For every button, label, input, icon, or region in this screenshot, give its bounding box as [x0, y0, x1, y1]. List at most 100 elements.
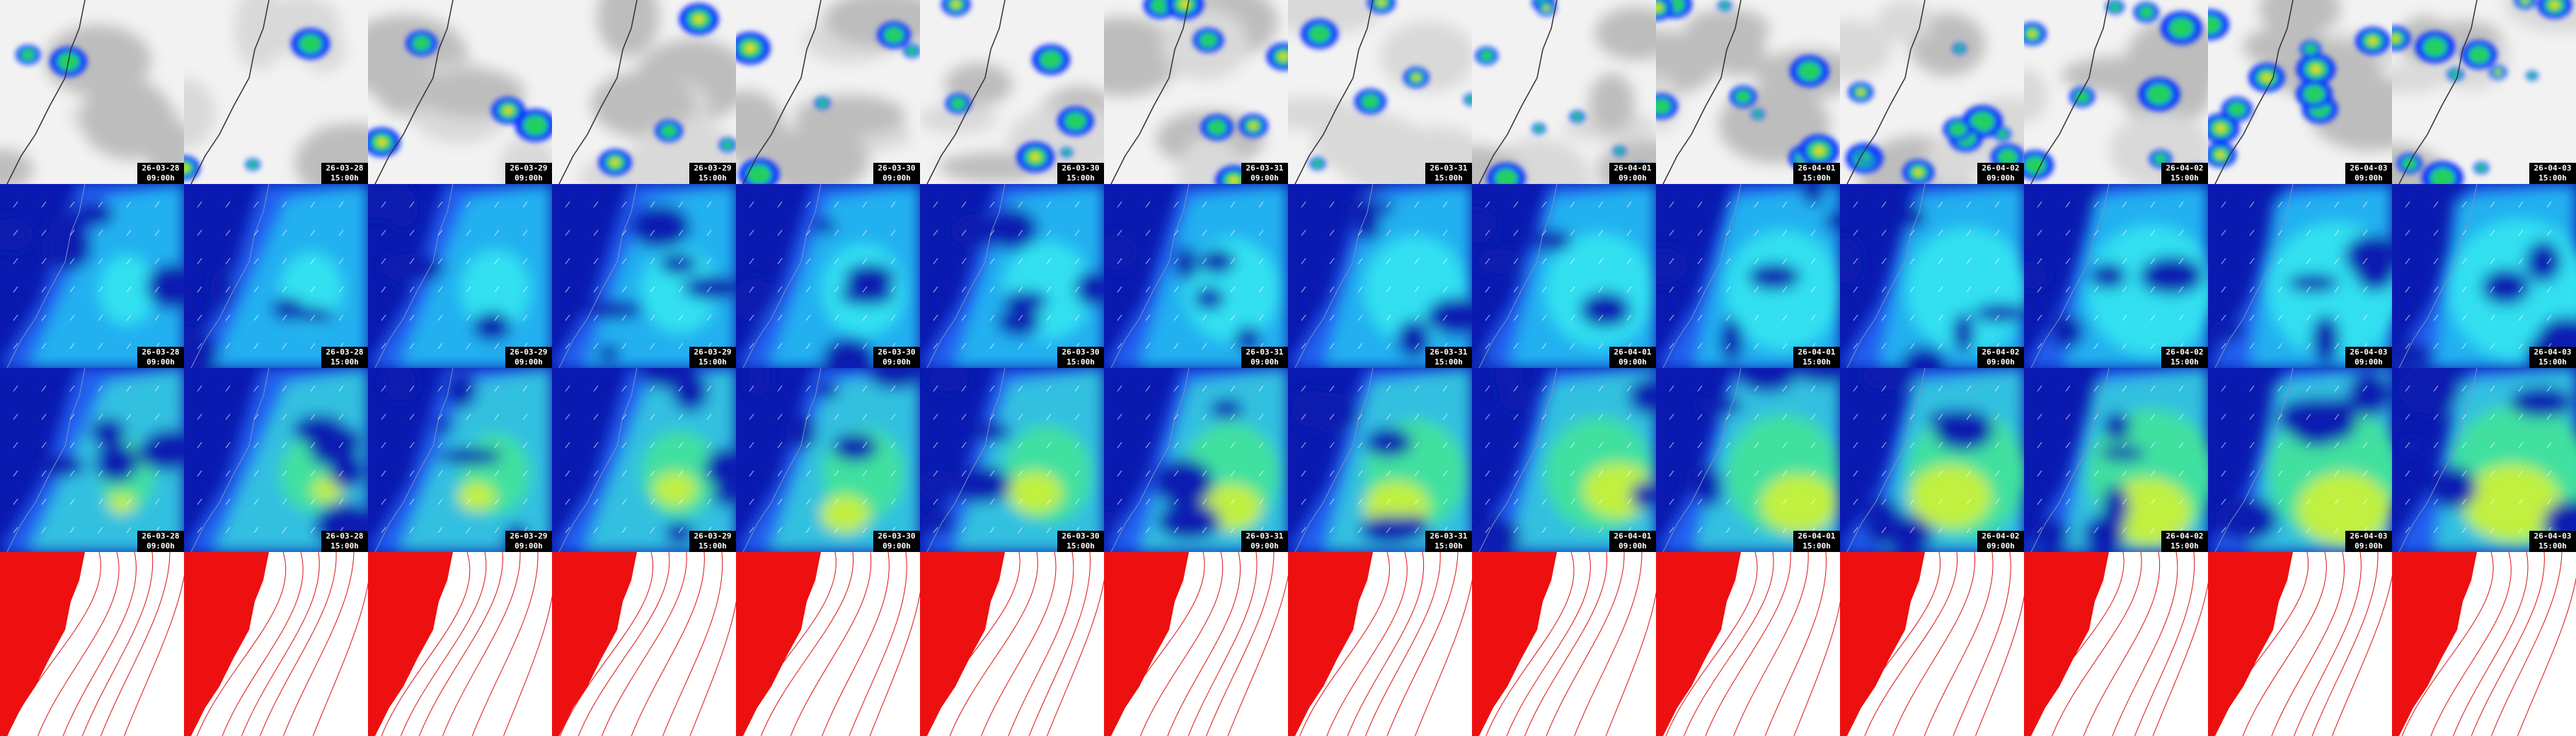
wind-arrow	[2037, 413, 2042, 420]
wind-arrow	[310, 442, 316, 449]
precip-mid	[722, 140, 733, 149]
wind-arrow	[862, 470, 868, 477]
contour	[381, 552, 471, 736]
wind-arrow	[466, 229, 471, 236]
wind-arrow	[1145, 343, 1151, 350]
wind-arrow	[1046, 314, 1052, 321]
wind-arrow	[1513, 229, 1519, 236]
wind-arrow	[2122, 385, 2127, 392]
land-mask	[1472, 552, 1557, 736]
wind-arrow	[1329, 229, 1335, 236]
coastline	[2030, 0, 2110, 184]
wind-arrow	[466, 442, 471, 449]
coastline	[190, 368, 270, 552]
field-blob	[446, 372, 477, 408]
wind-arrow	[13, 229, 18, 236]
label-box	[321, 163, 368, 184]
wind-arrow	[1782, 258, 1788, 265]
wind-arrow	[565, 413, 570, 420]
wind-arrow	[494, 527, 500, 534]
wind-arrow	[494, 470, 500, 477]
label-box	[2161, 163, 2208, 184]
wind-arrow	[310, 286, 316, 293]
cloud	[1104, 17, 1181, 96]
wind-arrow	[1386, 343, 1391, 350]
wind-arrow	[1994, 470, 2000, 477]
wind-arrow	[225, 527, 231, 534]
wind-arrow	[1994, 442, 2000, 449]
wind-arrow	[338, 385, 344, 392]
wind-arrow	[1598, 470, 1604, 477]
wind-arrow	[1046, 258, 1052, 265]
wind-arrow	[1173, 413, 1179, 420]
wind-arrow	[2306, 229, 2311, 236]
wind-arrow	[2037, 229, 2042, 236]
wind-arrow	[338, 258, 344, 265]
wind-arrow	[2221, 201, 2226, 208]
contour	[2401, 552, 2494, 736]
field-blob	[2031, 517, 2070, 552]
field	[1288, 368, 1472, 552]
field-blob	[2083, 515, 2124, 552]
land-mask	[1104, 552, 1189, 736]
field-blob	[1748, 263, 1800, 290]
wind-arrow	[1329, 343, 1335, 350]
wind-arrow	[1329, 286, 1335, 293]
wind-arrow	[890, 413, 896, 420]
wind-arrow	[2065, 229, 2071, 236]
field-blob	[1901, 347, 1948, 368]
wind-arrow	[2221, 470, 2226, 477]
wind-arrow	[2433, 343, 2439, 350]
wind-arrow	[1329, 201, 1335, 208]
contour	[2083, 552, 2161, 736]
field-blob	[1628, 378, 1656, 415]
wind-arrow	[13, 470, 18, 477]
wind-arrow	[522, 498, 528, 505]
wind-arrow	[2490, 527, 2495, 534]
wind-arrow	[310, 470, 316, 477]
field-blob	[1166, 471, 1190, 496]
wind-arrow	[961, 470, 967, 477]
wind-arrow	[1966, 413, 1972, 420]
wind-arrow	[1570, 470, 1575, 477]
field-peak	[2462, 464, 2562, 542]
precip	[598, 3, 736, 176]
wind-arrow	[2405, 442, 2410, 449]
coastline	[1662, 368, 1742, 552]
wind-arrow	[1570, 286, 1575, 293]
precip-mid	[1656, 0, 1667, 16]
wind-arrow	[2178, 413, 2184, 420]
cloud	[81, 78, 173, 159]
tile-content	[1840, 0, 2024, 184]
field-blob	[921, 510, 955, 536]
contour	[1008, 552, 1074, 736]
wind-arrow	[2122, 258, 2127, 265]
wind-arrow	[2122, 470, 2127, 477]
wind-arrow	[1853, 229, 1858, 236]
contour	[822, 552, 890, 736]
wind-arrow	[1881, 343, 1887, 350]
wind-arrow	[381, 413, 386, 420]
cloud	[1312, 109, 1413, 174]
wind-arrow	[154, 385, 160, 392]
wind-arrow	[2546, 442, 2552, 449]
wind-arrow	[2093, 229, 2099, 236]
wind-arrow	[1782, 201, 1788, 208]
wind-arrow	[154, 498, 160, 505]
wind-arrow	[1442, 470, 1448, 477]
field	[2208, 368, 2392, 552]
wind-arrow	[1697, 470, 1703, 477]
wind-arrow	[2277, 343, 2283, 350]
tile-content	[2392, 368, 2576, 552]
wind-arrow	[621, 258, 627, 265]
field-blob	[1360, 515, 1418, 544]
tile-content	[1472, 552, 1656, 736]
wind-arrow	[2221, 343, 2226, 350]
tile-content	[2392, 552, 2576, 736]
label-box	[2529, 531, 2576, 552]
wind-arrow	[1513, 442, 1519, 449]
wind-arrow	[1357, 258, 1363, 265]
